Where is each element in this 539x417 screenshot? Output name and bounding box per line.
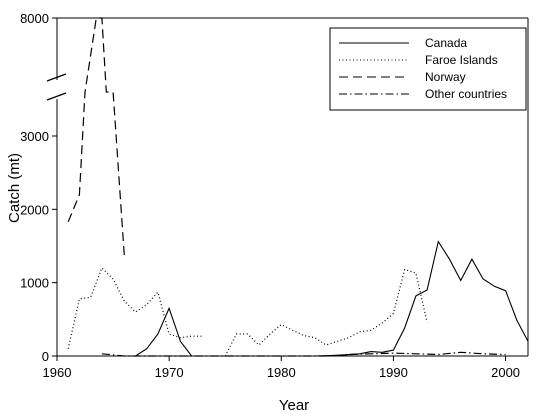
y-tick-label: 8000 [20,11,49,26]
series-layer [67,17,529,357]
x-tick-label: 1980 [267,365,296,380]
legend-label: Norway [425,70,466,84]
x-tick-label: 1960 [43,365,72,380]
ticks-layer: 1960 1970 1980 1990 2000 0 1000 2000 3000 8000 [20,11,520,380]
x-tick-label: 1970 [155,365,184,380]
x-tick-label: 1990 [379,365,408,380]
legend-label: Faroe Islands [425,53,498,67]
legend-box [329,27,527,111]
y-axis-title: Catch (mt) [6,153,23,223]
legend: Canada Faroe Islands Norway Other countries [329,27,527,111]
series-line-other-countries [101,351,506,357]
series-line-faroe-islands-1 [67,266,203,349]
legend-label: Other countries [425,87,507,101]
axis-break-mark-upper [46,73,67,82]
legend-label: Canada [425,36,467,50]
y-tick-label: 0 [42,349,49,364]
series-line-canada [135,240,529,357]
series-line-norway [67,17,125,256]
x-tick-label: 2000 [491,365,520,380]
y-tick-label: 1000 [20,276,49,291]
x-axis-title: Year [279,397,309,414]
axis-break-mark-lower [46,92,67,101]
y-tick-label: 2000 [20,202,49,217]
series-line-faroe-islands-2 [224,268,428,357]
y-tick-label: 3000 [20,129,49,144]
